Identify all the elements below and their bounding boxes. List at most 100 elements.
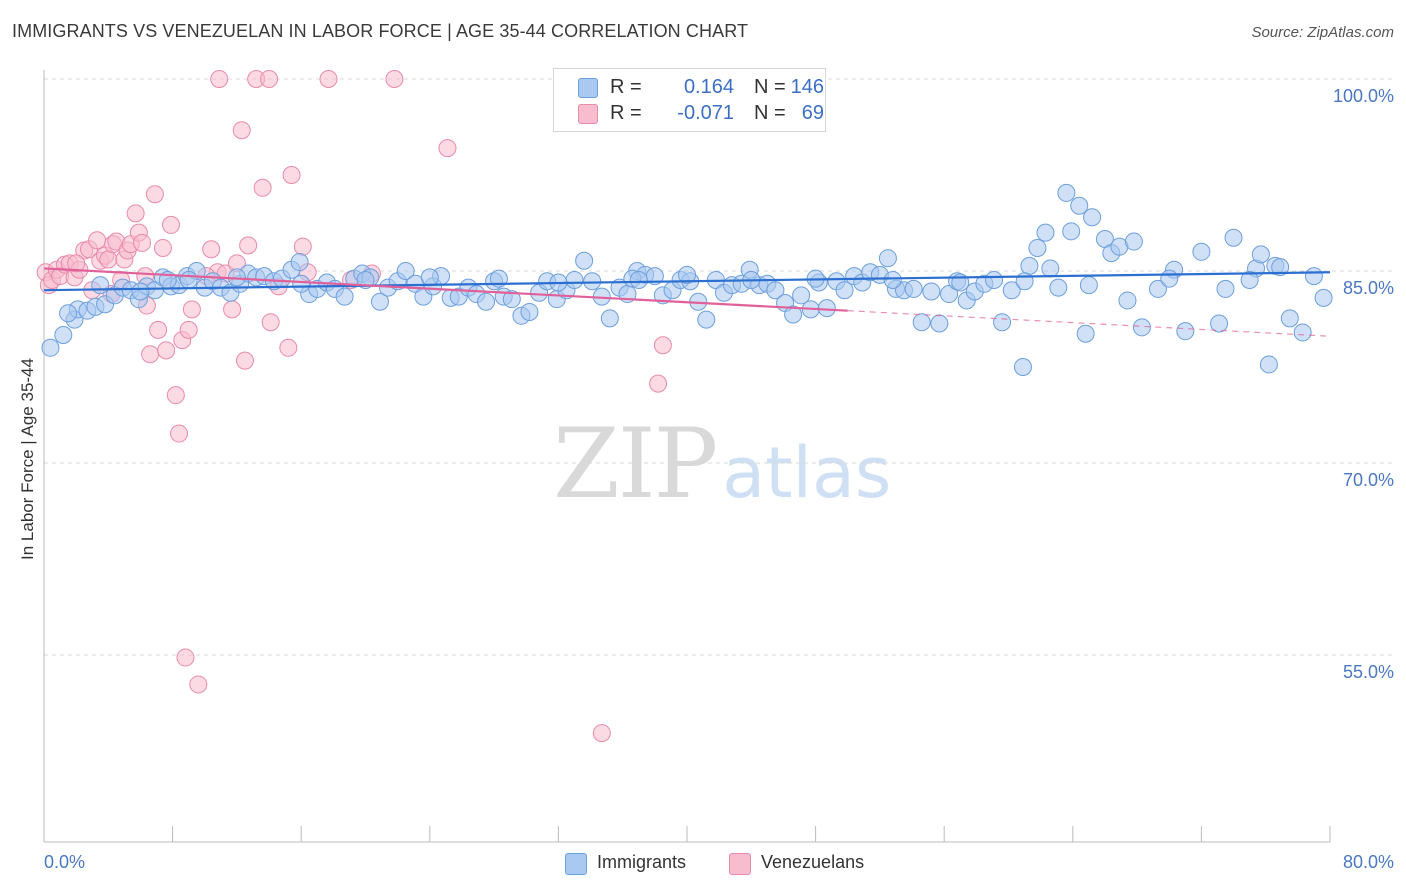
- immigrants-point: [1036, 223, 1055, 242]
- immigrants-point: [993, 313, 1012, 332]
- r-label: R =: [610, 102, 642, 124]
- venezuelans-point: [141, 345, 160, 364]
- immigrants-point: [1079, 276, 1098, 295]
- immigrants-point: [835, 281, 854, 300]
- venezuelans-trend-line: [43, 267, 848, 312]
- r-value: 0.164: [683, 76, 734, 98]
- x-tick-label-min: 0.0%: [44, 852, 86, 872]
- immigrants-point: [1280, 309, 1299, 328]
- correlation-legend: R = 0.164 N = 146 R = -0.071 N = 69: [553, 68, 826, 132]
- venezuelans-point: [153, 238, 172, 257]
- venezuelans-point: [67, 254, 86, 273]
- y-tick-label: 100.0%: [1332, 86, 1394, 106]
- immigrants-point: [575, 251, 594, 270]
- immigrants-point: [878, 249, 897, 268]
- immigrants-swatch: [578, 78, 598, 98]
- immigrants-point: [1160, 269, 1179, 288]
- venezuelans-point: [170, 424, 189, 443]
- immigrants-point: [41, 338, 60, 357]
- immigrants-point: [766, 281, 785, 300]
- immigrants-point: [1028, 238, 1047, 257]
- n-label: N =: [754, 102, 786, 124]
- immigrants-point: [59, 304, 78, 323]
- venezuelans-point: [232, 121, 251, 140]
- chart-title: IMMIGRANTS VS VENEZUELAN IN LABOR FORCE …: [12, 21, 749, 41]
- r-value: -0.071: [677, 102, 734, 124]
- immigrants-swatch: [565, 853, 587, 875]
- immigrants-point: [1002, 281, 1021, 300]
- r-label: R =: [610, 76, 642, 98]
- immigrants-point: [1251, 245, 1270, 264]
- venezuelans-point: [223, 300, 242, 319]
- venezuelans-point: [149, 320, 168, 339]
- venezuelans-point: [282, 166, 301, 184]
- immigrants-point: [1057, 183, 1076, 202]
- watermark: ZIPatlas: [553, 408, 891, 520]
- venezuelans-swatch: [729, 853, 751, 875]
- immigrants-point: [1216, 279, 1235, 298]
- immigrants-point: [629, 270, 648, 289]
- immigrants-point: [131, 282, 150, 301]
- immigrants-point: [1176, 322, 1195, 341]
- series-legend: Immigrants Venezuelans: [0, 852, 1406, 878]
- venezuelans-point: [145, 185, 164, 204]
- legend-label-immigrants: Immigrants: [597, 852, 687, 872]
- immigrants-point: [1224, 228, 1243, 247]
- venezuelans-point: [261, 313, 280, 332]
- immigrants-point: [1013, 358, 1032, 376]
- venezuelans-point: [253, 178, 272, 197]
- immigrants-point: [1314, 288, 1333, 307]
- venezuelans-point: [235, 351, 254, 370]
- venezuelans-point: [99, 250, 118, 269]
- immigrants-point: [91, 276, 110, 295]
- immigrants-point: [420, 268, 439, 287]
- venezuelans-point: [260, 70, 279, 88]
- venezuelans-point: [126, 204, 145, 223]
- venezuelans-point: [161, 215, 180, 234]
- x-tick-label-max: 80.0%: [1342, 852, 1394, 872]
- immigrants-point: [792, 286, 811, 305]
- immigrants-point: [1148, 279, 1167, 298]
- immigrants-point: [583, 272, 602, 291]
- immigrants-trend-line: [43, 271, 1331, 292]
- immigrants-point: [697, 310, 716, 329]
- immigrants-point: [520, 302, 539, 321]
- venezuelans-point: [293, 237, 312, 256]
- venezuelans-trend-extension: [847, 310, 1331, 337]
- venezuelans-point: [189, 675, 208, 694]
- immigrants-series: [41, 183, 1333, 376]
- immigrants-point: [930, 314, 949, 333]
- venezuelans-point: [88, 231, 107, 250]
- venezuelans-point: [438, 139, 457, 158]
- n-value: 69: [801, 102, 824, 124]
- immigrants-point: [1132, 318, 1151, 337]
- immigrants-point: [1271, 258, 1290, 277]
- venezuelans-point: [239, 236, 258, 255]
- immigrants-point: [1015, 272, 1034, 291]
- immigrants-point: [290, 253, 309, 272]
- immigrants-point: [1070, 196, 1089, 215]
- venezuelans-point: [176, 648, 195, 667]
- immigrants-point: [1118, 291, 1137, 310]
- venezuelans-series: [36, 70, 672, 743]
- immigrants-point: [1049, 278, 1068, 297]
- immigrants-point: [912, 313, 931, 332]
- immigrants-point: [1083, 208, 1102, 227]
- immigrants-point: [904, 279, 923, 298]
- immigrants-point: [1020, 256, 1039, 275]
- watermark-atlas: atlas: [722, 432, 892, 514]
- trend-lines: [43, 267, 1331, 337]
- immigrants-point: [1293, 323, 1312, 342]
- venezuelans-point: [166, 386, 185, 405]
- venezuelans-point: [592, 724, 611, 743]
- venezuelans-point: [179, 320, 198, 339]
- immigrants-point: [1304, 267, 1323, 286]
- immigrants-point: [985, 270, 1004, 289]
- immigrants-point: [922, 282, 941, 301]
- immigrants-point: [1240, 270, 1259, 289]
- immigrants-point: [179, 270, 198, 289]
- y-tick-label: 85.0%: [1342, 278, 1394, 298]
- venezuelans-point: [182, 300, 201, 319]
- immigrants-point: [1041, 259, 1060, 278]
